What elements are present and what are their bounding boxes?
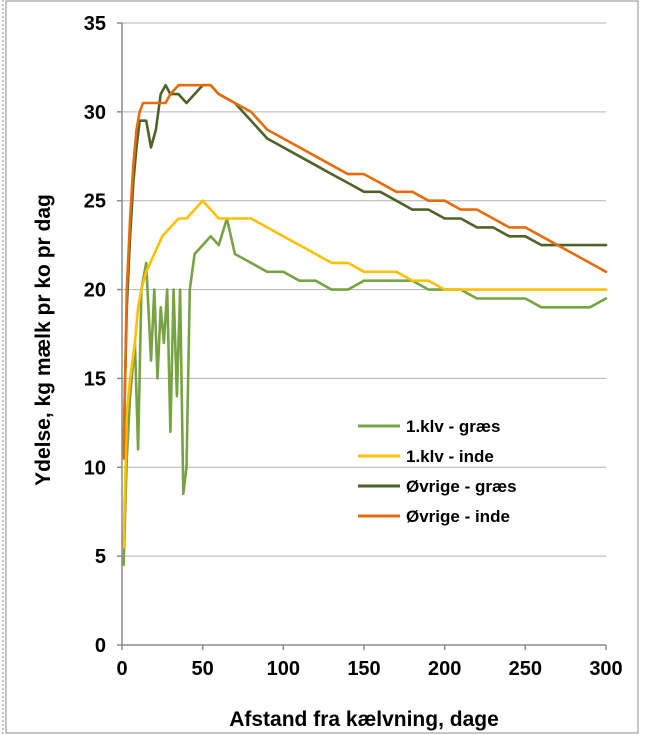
x-tick-label: 100 — [267, 658, 300, 680]
legend: 1.klv - græs 1.klv - inde Øvrige - græs Øvr… — [358, 417, 517, 526]
y-tick-label: 35 — [84, 13, 106, 35]
x-axis-label: Afstand fra kælvning, dage — [229, 708, 499, 731]
y-tick-label: 20 — [84, 280, 106, 302]
chart-border — [5, 0, 639, 734]
y-tick-label: 10 — [84, 457, 106, 479]
y-tick-label: 25 — [84, 191, 106, 213]
x-tick-label: 0 — [116, 658, 127, 680]
x-tick-label: 200 — [428, 658, 461, 680]
legend-label: Øvrige - inde — [406, 507, 510, 526]
x-tick-label: 300 — [589, 658, 622, 680]
x-tick-labels: 0 50 100 150 200 250 300 — [116, 645, 623, 680]
legend-label: 1.klv - inde — [406, 447, 494, 466]
legend-label: 1.klv - græs — [406, 417, 501, 436]
x-tick-label: 50 — [192, 658, 214, 680]
y-tick-label: 15 — [84, 368, 106, 390]
series-line — [122, 83, 608, 460]
series-line — [122, 199, 608, 549]
x-tick-label: 250 — [509, 658, 542, 680]
y-tick-labels: 0 5 10 15 20 25 30 35 — [84, 13, 122, 657]
plot-area: 0 5 10 15 20 25 30 35 0 50 100 150 200 250 300 — [84, 13, 623, 680]
series-lines — [122, 83, 608, 567]
series-line — [122, 83, 608, 451]
y-axis-label: Ydelse, kg mælk pr ko pr dag — [32, 194, 55, 486]
legend-label: Øvrige - græs — [406, 477, 517, 496]
y-tick-label: 0 — [95, 635, 106, 657]
y-tick-label: 30 — [84, 102, 106, 124]
x-tick-label: 150 — [347, 658, 380, 680]
y-tick-label: 5 — [95, 546, 106, 568]
